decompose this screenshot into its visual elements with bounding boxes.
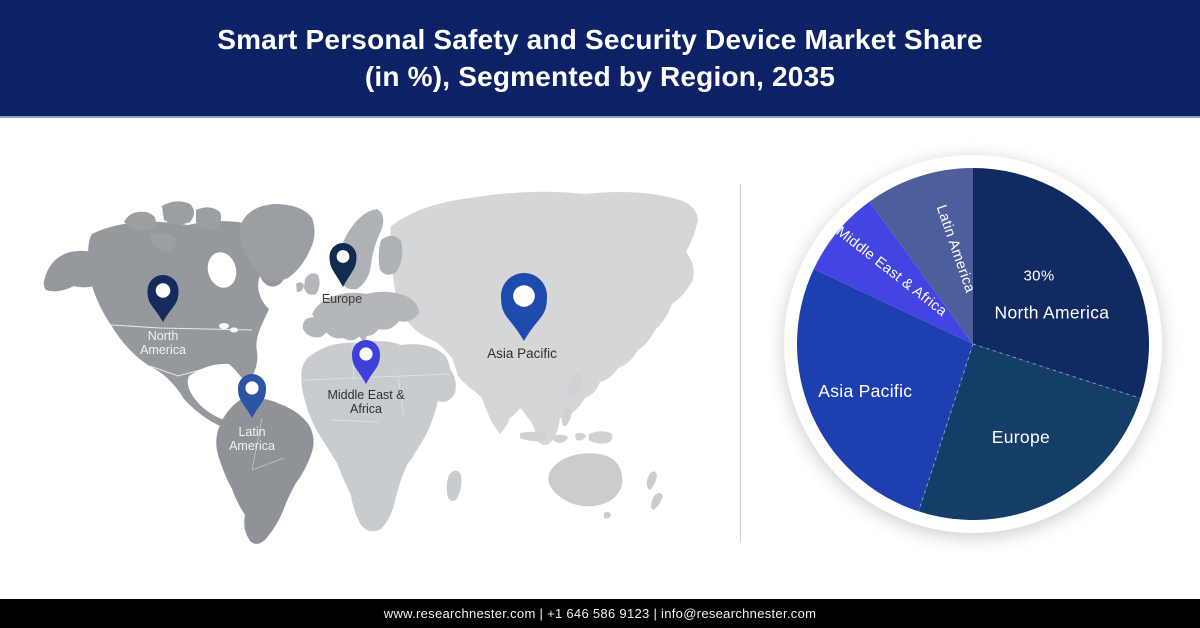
pie-slice-asia-pacific — [796, 269, 973, 512]
country-borders — [95, 323, 253, 377]
pie-slice-label: Asia Pacific — [818, 381, 912, 401]
pin-hole — [359, 347, 373, 361]
world-map: North America Europe Latin America Middle Eas… — [43, 191, 698, 544]
pie-slice-latin-america — [869, 168, 973, 344]
pin-hole — [155, 283, 171, 298]
page-title-line1: Smart Personal Safety and Security Devic… — [217, 24, 983, 55]
pie-slice-label: Europe — [992, 427, 1050, 447]
pie-slice-separator — [918, 343, 974, 512]
country-borders-faint — [251, 343, 451, 471]
region-scandinavia — [338, 209, 403, 290]
pin-marker-icon — [352, 340, 380, 384]
pin-hole — [245, 381, 259, 395]
map-region-label: Asia Pacific — [487, 346, 557, 361]
continent-australia — [548, 453, 623, 519]
pie-slice-label: North America — [995, 303, 1110, 323]
page-title-line2: (in %), Segmented by Region, 2035 — [364, 61, 836, 92]
pin-hole — [336, 250, 350, 263]
map-pin-north-america: North America — [140, 275, 186, 357]
continent-greenland — [239, 204, 315, 282]
pin-hole — [513, 285, 535, 307]
arctic-islands — [124, 201, 222, 252]
pie-slice-north-america — [973, 168, 1150, 399]
map-pin-layer: North America Europe Latin America Middle Eas… — [140, 243, 557, 453]
continents — [43, 191, 698, 544]
hudson-bay — [207, 252, 237, 288]
map-region-label: Latin America — [229, 425, 275, 453]
continent-south-america — [216, 398, 314, 544]
map-pin-middle-east-africa: Middle East & Africa — [327, 340, 405, 416]
panel-divider — [740, 184, 741, 542]
region-british-isles — [296, 273, 320, 295]
footer-contact-text: www.researchnester.com | +1 646 586 9123… — [383, 606, 817, 621]
continent-asia — [390, 191, 698, 445]
pin-marker-icon — [238, 374, 266, 418]
map-region-label: North America — [140, 329, 186, 357]
footer-bar: www.researchnester.com | +1 646 586 9123… — [0, 599, 1200, 628]
island-madagascar — [446, 470, 462, 501]
pin-marker-icon — [147, 275, 179, 322]
islands-east-asia — [561, 373, 582, 427]
pin-marker-icon — [329, 243, 357, 287]
islands-new-zealand — [646, 471, 663, 510]
header-banner: Smart Personal Safety and Security Devic… — [0, 0, 1200, 118]
pin-marker-icon — [501, 273, 547, 341]
pie-value-label: 30% — [1024, 268, 1055, 285]
continent-europe — [302, 291, 419, 342]
map-pin-europe: Europe — [322, 243, 362, 306]
pie-slice-middle-east-africa — [813, 201, 973, 344]
islands-southeast-asia — [520, 431, 613, 444]
map-pin-latin-america: Latin America — [229, 374, 275, 453]
pie-slice-europe — [918, 344, 1141, 521]
map-region-label: Europe — [322, 292, 362, 306]
map-region-label: Middle East & Africa — [327, 388, 405, 416]
continent-africa — [301, 340, 456, 532]
pie-slice-separator — [972, 343, 1141, 399]
map-pin-asia-pacific: Asia Pacific — [487, 273, 557, 361]
great-lake — [219, 323, 229, 329]
